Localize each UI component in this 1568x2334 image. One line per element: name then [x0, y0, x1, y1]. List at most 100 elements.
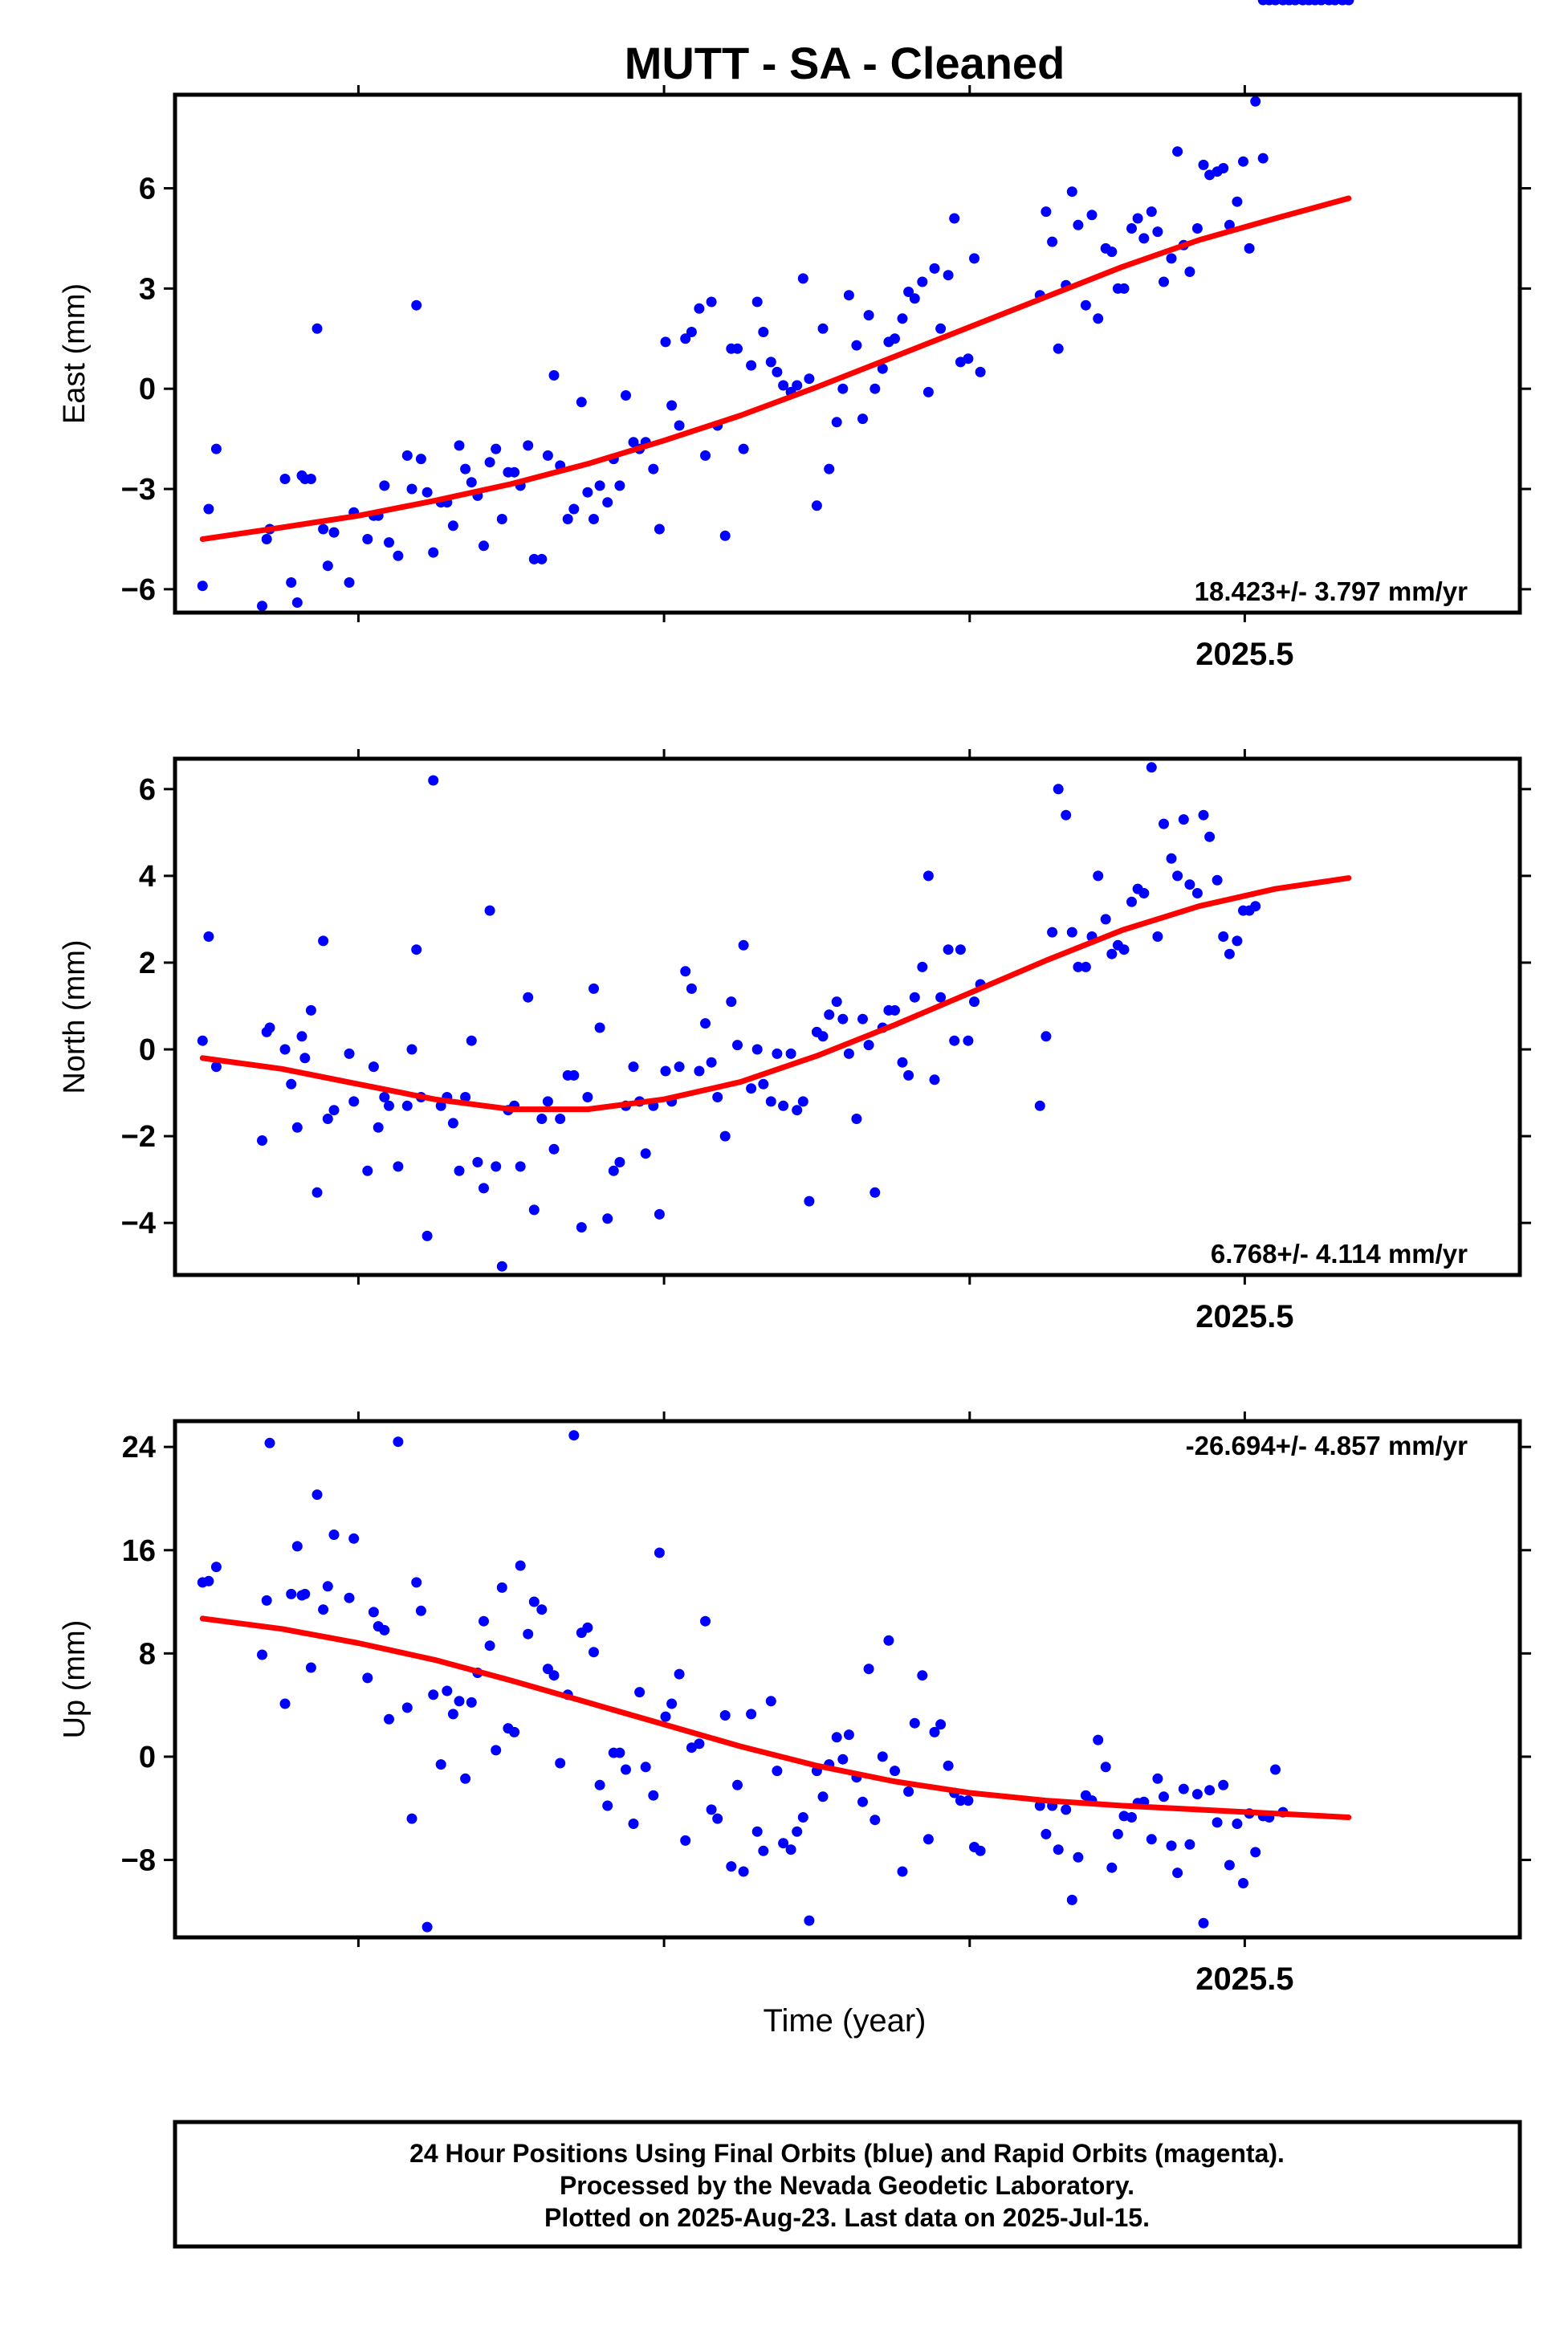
east-y-tick-label: −3 — [121, 473, 156, 507]
up-data-point — [837, 1754, 849, 1765]
up-data-point — [594, 1779, 605, 1790]
east-data-point — [576, 397, 587, 408]
east-data-point — [949, 213, 960, 224]
up-data-point — [700, 1615, 711, 1627]
north-data-point — [362, 1165, 373, 1176]
east-data-point — [318, 523, 329, 535]
up-data-point — [422, 1921, 433, 1933]
east-data-point — [1152, 226, 1163, 238]
up-data-point — [261, 1595, 272, 1606]
up-data-point — [305, 1662, 316, 1673]
north-data-point — [1093, 870, 1104, 882]
east-data-point — [261, 534, 272, 544]
east-data-point — [614, 480, 625, 491]
up-data-point — [203, 1575, 214, 1587]
up-data-point — [628, 1819, 639, 1829]
up-data-point — [674, 1668, 685, 1680]
north-data-point — [700, 1018, 711, 1029]
east-data-point — [857, 413, 868, 425]
up-data-point — [778, 1838, 789, 1849]
north-data-point — [726, 996, 737, 1008]
north-plot-frame — [173, 756, 1522, 1277]
north-data-point — [491, 1161, 502, 1172]
north-data-point — [454, 1165, 465, 1176]
east-data-point — [415, 454, 426, 465]
east-data-point — [484, 457, 495, 468]
north-data-point — [674, 1061, 685, 1073]
east-data-point — [197, 580, 208, 592]
east-data-point — [797, 273, 808, 284]
north-data-point — [582, 1092, 593, 1102]
north-y-tick-label: −2 — [121, 1120, 156, 1154]
north-data-point — [1080, 961, 1091, 972]
up-data-point — [466, 1697, 477, 1708]
east-data-point — [1093, 313, 1104, 324]
east-data-point — [969, 253, 979, 264]
north-data-point — [1138, 888, 1150, 898]
east-data-point — [548, 370, 560, 381]
up-data-point — [1218, 1779, 1229, 1790]
north-data-point — [640, 1148, 651, 1159]
north-data-point — [1232, 935, 1243, 947]
east-data-point — [1172, 146, 1183, 157]
up-data-point — [411, 1577, 422, 1588]
north-data-point — [344, 1048, 355, 1059]
north-data-point — [738, 939, 749, 951]
north-data-point — [379, 1092, 390, 1102]
north-data-point — [523, 992, 534, 1003]
north-data-point — [305, 1004, 316, 1016]
north-data-point — [368, 1061, 379, 1073]
east-rate-label: 18.423+/- 3.797 mm/yr — [1195, 576, 1468, 606]
east-data-point — [758, 327, 769, 337]
east-data-point — [738, 443, 749, 454]
east-data-point — [1080, 299, 1091, 311]
north-data-point — [746, 1083, 757, 1094]
north-data-point — [1053, 784, 1064, 795]
east-data-point — [851, 340, 862, 351]
up-data-point — [582, 1622, 593, 1633]
up-data-point — [680, 1835, 691, 1846]
east-axes: −6 −3 0 3 6 2025.5 — [121, 85, 1531, 672]
north-data-point — [772, 1048, 783, 1059]
east-data-point — [890, 333, 900, 344]
up-y-tick-label: 16 — [122, 1534, 156, 1568]
north-data-point — [373, 1122, 384, 1133]
north-data-point — [515, 1161, 526, 1172]
north-data-point — [797, 1096, 808, 1107]
north-data-point — [422, 1230, 433, 1241]
up-data-point — [454, 1696, 465, 1707]
north-data-point — [706, 1057, 717, 1068]
north-data-point — [935, 992, 947, 1003]
up-data-point — [870, 1815, 881, 1826]
up-data-point — [1191, 1789, 1203, 1800]
up-data-point — [929, 1726, 940, 1737]
east-plot-frame — [173, 92, 1522, 615]
up-data-point — [883, 1635, 894, 1646]
up-data-point — [935, 1719, 947, 1730]
up-data-point — [706, 1804, 717, 1815]
east-data-point — [837, 383, 849, 394]
up-data-point — [415, 1605, 426, 1616]
north-data-point — [824, 1009, 835, 1020]
up-y-tick-label: 0 — [139, 1741, 156, 1774]
north-data-point — [1172, 870, 1183, 882]
up-data-point — [602, 1800, 613, 1811]
east-data-point — [1053, 343, 1064, 354]
east-data-point — [1126, 223, 1137, 234]
north-data-point — [542, 1096, 553, 1107]
east-data-point — [602, 497, 613, 508]
north-trend-line — [199, 875, 1352, 1113]
up-data-point — [975, 1845, 986, 1856]
up-data-point — [528, 1596, 540, 1607]
east-data-point — [594, 480, 605, 491]
north-data-point — [686, 983, 697, 994]
north-data-point — [792, 1105, 803, 1116]
east-data-point — [935, 323, 947, 334]
north-data-point — [594, 1022, 605, 1033]
north-data-point — [484, 905, 495, 916]
up-data-point — [751, 1826, 763, 1837]
north-data-point — [929, 1074, 940, 1086]
north-data-point — [870, 1187, 881, 1198]
east-data-point — [943, 270, 954, 281]
footer-frame — [173, 2120, 1522, 2249]
